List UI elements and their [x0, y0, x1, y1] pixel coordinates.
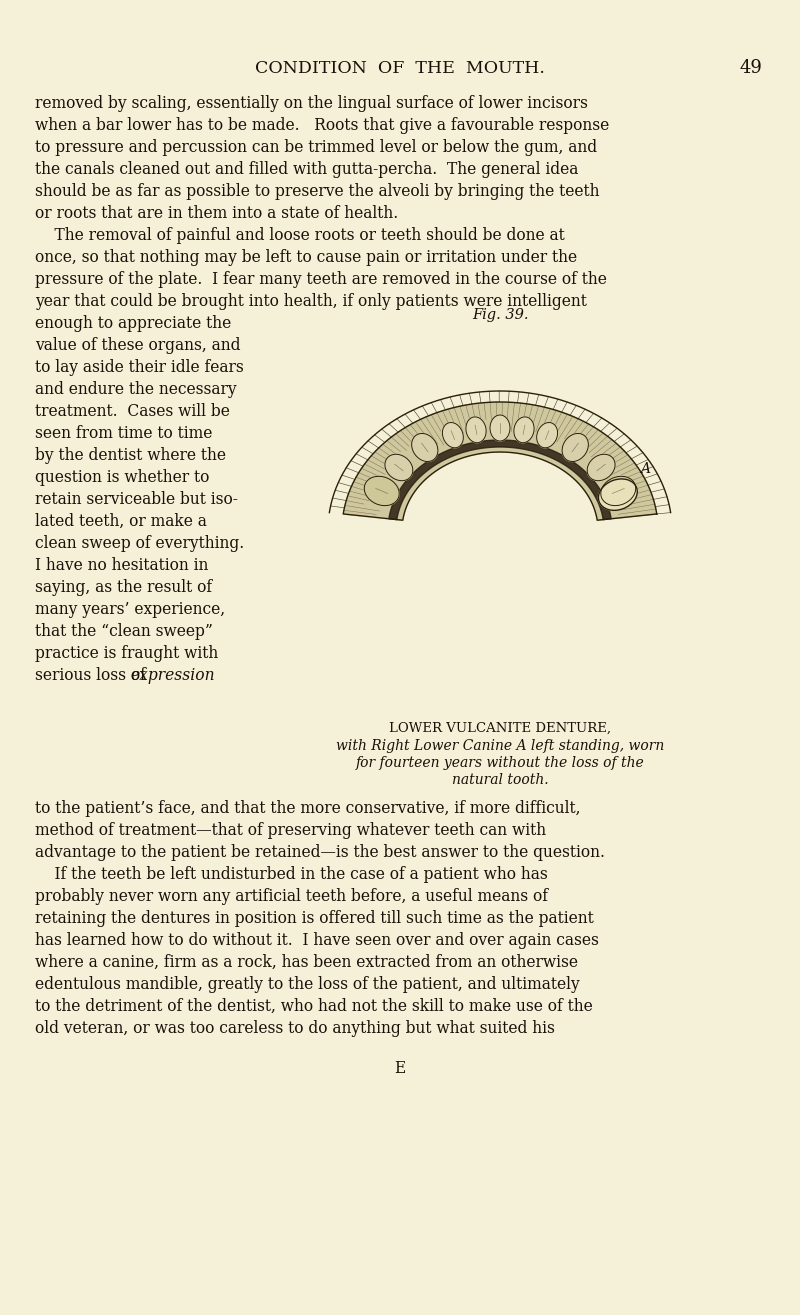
Ellipse shape	[364, 476, 399, 506]
Text: retaining the dentures in position is offered till such time as the patient: retaining the dentures in position is of…	[35, 910, 594, 927]
Text: where a canine, firm as a rock, has been extracted from an otherwise: where a canine, firm as a rock, has been…	[35, 953, 578, 970]
Text: seen from time to time: seen from time to time	[35, 425, 212, 442]
Text: A: A	[640, 462, 650, 476]
Ellipse shape	[537, 422, 558, 448]
Text: natural tooth.: natural tooth.	[452, 773, 548, 786]
Text: old veteran, or was too careless to do anything but what suited his: old veteran, or was too careless to do a…	[35, 1020, 555, 1038]
Text: If the teeth be left undisturbed in the case of a patient who has: If the teeth be left undisturbed in the …	[35, 867, 548, 882]
Text: by the dentist where the: by the dentist where the	[35, 447, 226, 464]
Text: lated teeth, or make a: lated teeth, or make a	[35, 513, 207, 530]
Text: expression: expression	[130, 667, 215, 684]
Text: The removal of painful and loose roots or teeth should be done at: The removal of painful and loose roots o…	[35, 227, 565, 245]
Text: for fourteen years without the loss of the: for fourteen years without the loss of t…	[356, 756, 644, 771]
Ellipse shape	[412, 434, 438, 462]
Text: that the “clean sweep”: that the “clean sweep”	[35, 623, 213, 640]
Text: serious loss of: serious loss of	[35, 667, 150, 684]
Text: or roots that are in them into a state of health.: or roots that are in them into a state o…	[35, 205, 398, 222]
Polygon shape	[389, 441, 611, 519]
Ellipse shape	[385, 454, 413, 481]
Ellipse shape	[466, 417, 486, 443]
Ellipse shape	[490, 416, 510, 441]
Text: CONDITION  OF  THE  MOUTH.: CONDITION OF THE MOUTH.	[255, 59, 545, 76]
Text: probably never worn any artificial teeth before, a useful means of: probably never worn any artificial teeth…	[35, 888, 548, 905]
Text: treatment.  Cases will be: treatment. Cases will be	[35, 402, 230, 419]
Text: method of treatment—that of preserving whatever teeth can with: method of treatment—that of preserving w…	[35, 822, 546, 839]
Text: with Right Lower Canine A left standing, worn: with Right Lower Canine A left standing,…	[336, 739, 664, 753]
Text: removed by scaling, essentially on the lingual surface of lower incisors: removed by scaling, essentially on the l…	[35, 95, 588, 112]
Text: saying, as the result of: saying, as the result of	[35, 579, 212, 596]
Text: many years’ experience,: many years’ experience,	[35, 601, 225, 618]
Ellipse shape	[514, 417, 534, 443]
Text: value of these organs, and: value of these organs, and	[35, 337, 241, 354]
Text: to pressure and percussion can be trimmed level or below the gum, and: to pressure and percussion can be trimme…	[35, 139, 597, 156]
Text: has learned how to do without it.  I have seen over and over again cases: has learned how to do without it. I have…	[35, 932, 599, 949]
Text: advantage to the patient be retained—is the best answer to the question.: advantage to the patient be retained—is …	[35, 844, 605, 861]
Text: 49: 49	[739, 59, 762, 78]
Ellipse shape	[598, 479, 638, 510]
Text: enough to appreciate the: enough to appreciate the	[35, 316, 231, 331]
Text: year that could be brought into health, if only patients were intelligent: year that could be brought into health, …	[35, 293, 587, 310]
Text: practice is fraught with: practice is fraught with	[35, 644, 218, 661]
Text: retain serviceable but iso-: retain serviceable but iso-	[35, 490, 238, 508]
Text: clean sweep of everything.: clean sweep of everything.	[35, 535, 244, 552]
Text: the canals cleaned out and filled with gutta-percha.  The general idea: the canals cleaned out and filled with g…	[35, 160, 578, 178]
Ellipse shape	[562, 434, 588, 462]
Ellipse shape	[442, 422, 463, 448]
Text: to the patient’s face, and that the more conservative, if more difficult,: to the patient’s face, and that the more…	[35, 800, 581, 817]
Text: should be as far as possible to preserve the alveoli by bringing the teeth: should be as far as possible to preserve…	[35, 183, 599, 200]
Text: pressure of the plate.  I fear many teeth are removed in the course of the: pressure of the plate. I fear many teeth…	[35, 271, 607, 288]
Text: when a bar lower has to be made.   Roots that give a favourable response: when a bar lower has to be made. Roots t…	[35, 117, 610, 134]
Ellipse shape	[601, 476, 636, 506]
Text: E: E	[394, 1060, 406, 1077]
Text: edentulous mandible, greatly to the loss of the patient, and ultimately: edentulous mandible, greatly to the loss…	[35, 976, 580, 993]
Text: Fig. 39.: Fig. 39.	[472, 308, 528, 322]
Text: to the detriment of the dentist, who had not the skill to make use of the: to the detriment of the dentist, who had…	[35, 998, 593, 1015]
Text: I have no hesitation in: I have no hesitation in	[35, 558, 208, 575]
Ellipse shape	[587, 454, 615, 481]
Text: once, so that nothing may be left to cause pain or irritation under the: once, so that nothing may be left to cau…	[35, 249, 577, 266]
Text: and endure the necessary: and endure the necessary	[35, 381, 237, 398]
Polygon shape	[343, 402, 657, 521]
Text: to lay aside their idle fears: to lay aside their idle fears	[35, 359, 244, 376]
Text: question is whether to: question is whether to	[35, 469, 210, 487]
Text: LOWER VULCANITE DENTURE,: LOWER VULCANITE DENTURE,	[389, 722, 611, 735]
